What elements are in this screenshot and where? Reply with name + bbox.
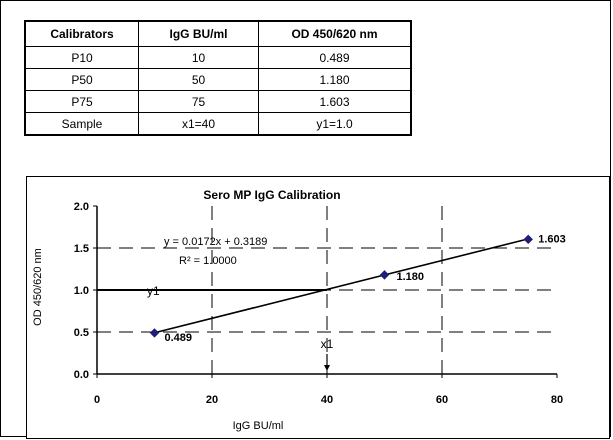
calibration-chart: Sero MP IgG Calibration OD 450/620 nm Ig…	[26, 176, 610, 439]
data-label: 0.489	[165, 332, 193, 344]
header-od: OD 450/620 nm	[258, 20, 412, 47]
chart-svg: Sero MP IgG Calibration OD 450/620 nm Ig…	[32, 188, 566, 432]
cell: x1=40	[138, 112, 259, 136]
cell: 50	[138, 68, 259, 91]
data-label: 1.603	[538, 233, 566, 245]
cell: P10	[24, 46, 139, 69]
table-header-row: Calibrators IgG BU/ml OD 450/620 nm	[24, 20, 412, 47]
y-tick-label: 1.5	[74, 243, 89, 255]
header-igg: IgG BU/ml	[138, 20, 259, 47]
x-tick-label: 80	[551, 394, 563, 406]
y-tick-label: 2.0	[74, 201, 89, 213]
sample-y-label: y1	[147, 284, 160, 298]
x-tick-label: 20	[206, 394, 218, 406]
x-tick-label: 60	[436, 394, 448, 406]
cell: y1=1.0	[258, 112, 412, 136]
trendline	[154, 238, 529, 334]
data-label: 1.180	[397, 271, 425, 283]
data-point	[149, 328, 160, 338]
y-axis-label: OD 450/620 nm	[32, 248, 44, 326]
table-row: P10 10 0.489	[24, 46, 412, 69]
sample-x-arrowhead	[324, 365, 330, 371]
data-point	[523, 234, 533, 245]
header-calibrators: Calibrators	[24, 20, 139, 47]
cell: P75	[24, 90, 139, 113]
cell: 0.489	[258, 46, 412, 69]
x-axis-label: IgG BU/ml	[233, 420, 284, 432]
chart-title: Sero MP IgG Calibration	[203, 188, 340, 202]
cell: 10	[138, 46, 259, 69]
table-row: P50 50 1.180	[24, 68, 412, 91]
sample-x-label: x1	[321, 337, 334, 351]
x-tick-label: 40	[321, 394, 333, 406]
cell: Sample	[24, 112, 139, 136]
cell: 1.180	[258, 68, 412, 91]
cell: P50	[24, 68, 139, 91]
table-row: Sample x1=40 y1=1.0	[24, 112, 412, 136]
cell: 75	[138, 90, 259, 113]
r-squared-label: R² = 1.0000	[179, 255, 237, 267]
y-tick-label: 0.0	[74, 369, 89, 381]
y-tick-label: 0.5	[74, 327, 89, 339]
data-point	[379, 270, 390, 280]
x-tick-label: 0	[94, 394, 100, 406]
calibration-table: Calibrators IgG BU/ml OD 450/620 nm P10 …	[24, 20, 412, 136]
plot-layer: 0.0 0.5 1.0 1.5 2.0 0 20 40 60 80 y1 x1 0.489 1.180 1.…	[74, 201, 566, 406]
y-tick-label: 1.0	[74, 285, 89, 297]
trendline-equation: y = 0.0172x + 0.3189	[164, 236, 267, 248]
cell: 1.603	[258, 90, 412, 113]
table-row: P75 75 1.603	[24, 90, 412, 113]
